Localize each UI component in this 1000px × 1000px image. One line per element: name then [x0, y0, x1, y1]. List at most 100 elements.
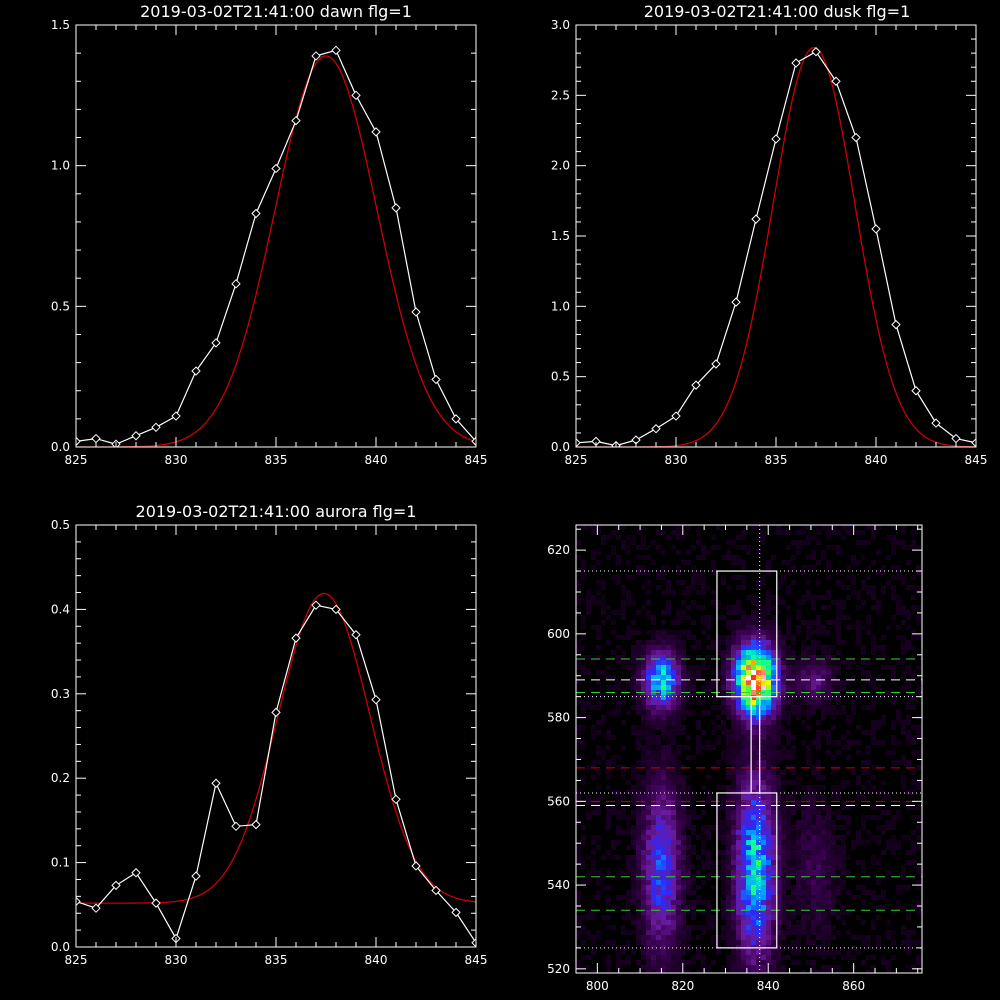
spectrogram-heat-cell: [671, 685, 676, 690]
spectrogram-heat-cell: [731, 875, 736, 880]
spectrogram-heat-cell: [596, 845, 601, 850]
spectrogram-heat-cell: [686, 585, 691, 590]
spectrogram-heat-cell: [901, 610, 906, 615]
spectrogram-heat-cell: [656, 645, 661, 650]
spectrogram-heat-cell: [826, 885, 831, 890]
spectrogram-heat-cell: [796, 935, 801, 940]
spectrogram-heat-cell: [676, 655, 681, 660]
spectrogram-heat-cell: [641, 865, 646, 870]
spectrogram-heat-cell: [616, 840, 621, 845]
spectrogram-heat-cell: [706, 865, 711, 870]
spectrogram-heat-cell: [896, 610, 901, 615]
spectrogram-heat-cell: [576, 790, 581, 795]
aurora-panel-title: 2019-03-02T21:41:00 aurora flg=1: [136, 502, 417, 521]
spectrogram-heat-cell: [916, 870, 921, 875]
spectrogram-heat-cell: [916, 900, 921, 905]
spectrogram-heat-cell: [761, 815, 766, 820]
spectrogram-heat-cell: [831, 685, 836, 690]
spectrogram-heat-cell: [676, 525, 681, 530]
spectrogram-heat-cell: [811, 550, 816, 555]
spectrogram-heat-cell: [621, 720, 626, 725]
spectrogram-heat-cell: [736, 860, 741, 865]
spectrogram-heat-cell: [756, 860, 761, 865]
spectrogram-heat-cell: [681, 870, 686, 875]
spectrogram-heat-cell: [696, 895, 701, 900]
spectrogram-heat-cell: [911, 605, 916, 610]
spectrogram-heat-cell: [631, 830, 636, 835]
spectrogram-heat-cell: [816, 815, 821, 820]
spectrogram-heat-cell: [671, 805, 676, 810]
spectrogram-heat-cell: [666, 895, 671, 900]
spectrogram-heat-cell: [696, 720, 701, 725]
spectrogram-heat-cell: [741, 750, 746, 755]
spectrogram-heat-cell: [761, 970, 766, 973]
spectrogram-heat-cell: [681, 715, 686, 720]
spectrogram-heat-cell: [636, 775, 641, 780]
spectrogram-heat-cell: [811, 660, 816, 665]
spectrogram-heat-cell: [651, 860, 656, 865]
spectrogram-heat-cell: [616, 535, 621, 540]
spectrogram-heat-cell: [836, 785, 841, 790]
spectrogram-heat-cell: [866, 620, 871, 625]
spectrogram-heat-cell: [721, 855, 726, 860]
spectrogram-heat-cell: [596, 880, 601, 885]
spectrogram-heat-cell: [726, 925, 731, 930]
spectrogram-heat-cell: [616, 700, 621, 705]
spectrogram-heat-cell: [661, 870, 666, 875]
spectrogram-heat-cell: [676, 530, 681, 535]
spectrogram-heat-cell: [766, 720, 771, 725]
spectrogram-heat-cell: [751, 785, 756, 790]
spectrogram-heat-cell: [731, 730, 736, 735]
spectrogram-heat-cell: [636, 670, 641, 675]
spectrogram-heat-cell: [671, 720, 676, 725]
spectrogram-heat-cell: [676, 955, 681, 960]
spectrogram-heat-cell: [771, 630, 776, 635]
spectrogram-heat-cell: [776, 940, 781, 945]
spectrogram-heat-cell: [751, 645, 756, 650]
spectrogram-heat-cell: [596, 795, 601, 800]
spectrogram-heat-cell: [606, 665, 611, 670]
spectrogram-heat-cell: [826, 650, 831, 655]
spectrogram-heat-cell: [766, 565, 771, 570]
spectrogram-heat-cell: [711, 920, 716, 925]
spectrogram-heat-cell: [821, 955, 826, 960]
spectrogram-heat-cell: [766, 610, 771, 615]
spectrogram-heat-cell: [576, 745, 581, 750]
spectrogram-heat-cell: [796, 925, 801, 930]
spectrogram-heat-cell: [721, 840, 726, 845]
spectrogram-heat-cell: [881, 740, 886, 745]
spectrogram-heat-cell: [881, 850, 886, 855]
spectrogram-heat-cell: [861, 670, 866, 675]
spectrogram-heat-cell: [776, 630, 781, 635]
spectrogram-heat-cell: [801, 785, 806, 790]
spectrogram-heat-cell: [831, 715, 836, 720]
spectrogram-heat-cell: [796, 715, 801, 720]
spectrogram-heat-cell: [781, 710, 786, 715]
spectrogram-heat-cell: [846, 715, 851, 720]
spectrogram-heat-cell: [661, 965, 666, 970]
spectrogram-heat-cell: [706, 585, 711, 590]
spectrogram-heat-cell: [771, 555, 776, 560]
spectrogram-heat-cell: [856, 775, 861, 780]
spectrogram-heat-cell: [901, 930, 906, 935]
spectrogram-heat-cell: [741, 940, 746, 945]
spectrogram-heat-cell: [791, 930, 796, 935]
spectrogram-heat-cell: [661, 905, 666, 910]
spectrogram-heat-cell: [761, 610, 766, 615]
spectrogram-heat-cell: [781, 690, 786, 695]
spectrogram-heat-cell: [596, 935, 601, 940]
spectrogram-heat-cell: [841, 800, 846, 805]
spectrogram-heat-cell: [731, 905, 736, 910]
spectrogram-heat-cell: [841, 535, 846, 540]
spectrogram-heat-cell: [846, 930, 851, 935]
spectrogram-heat-cell: [761, 655, 766, 660]
spectrogram-heat-cell: [761, 930, 766, 935]
spectrogram-heat-cell: [791, 795, 796, 800]
spectrogram-heat-cell: [741, 905, 746, 910]
spectrogram-heat-cell: [711, 565, 716, 570]
spectrogram-heat-cell: [901, 760, 906, 765]
spectrogram-heat-cell: [631, 730, 636, 735]
spectrogram-heat-cell: [811, 640, 816, 645]
spectrogram-heat-cell: [611, 810, 616, 815]
spectrogram-heat-cell: [886, 840, 891, 845]
